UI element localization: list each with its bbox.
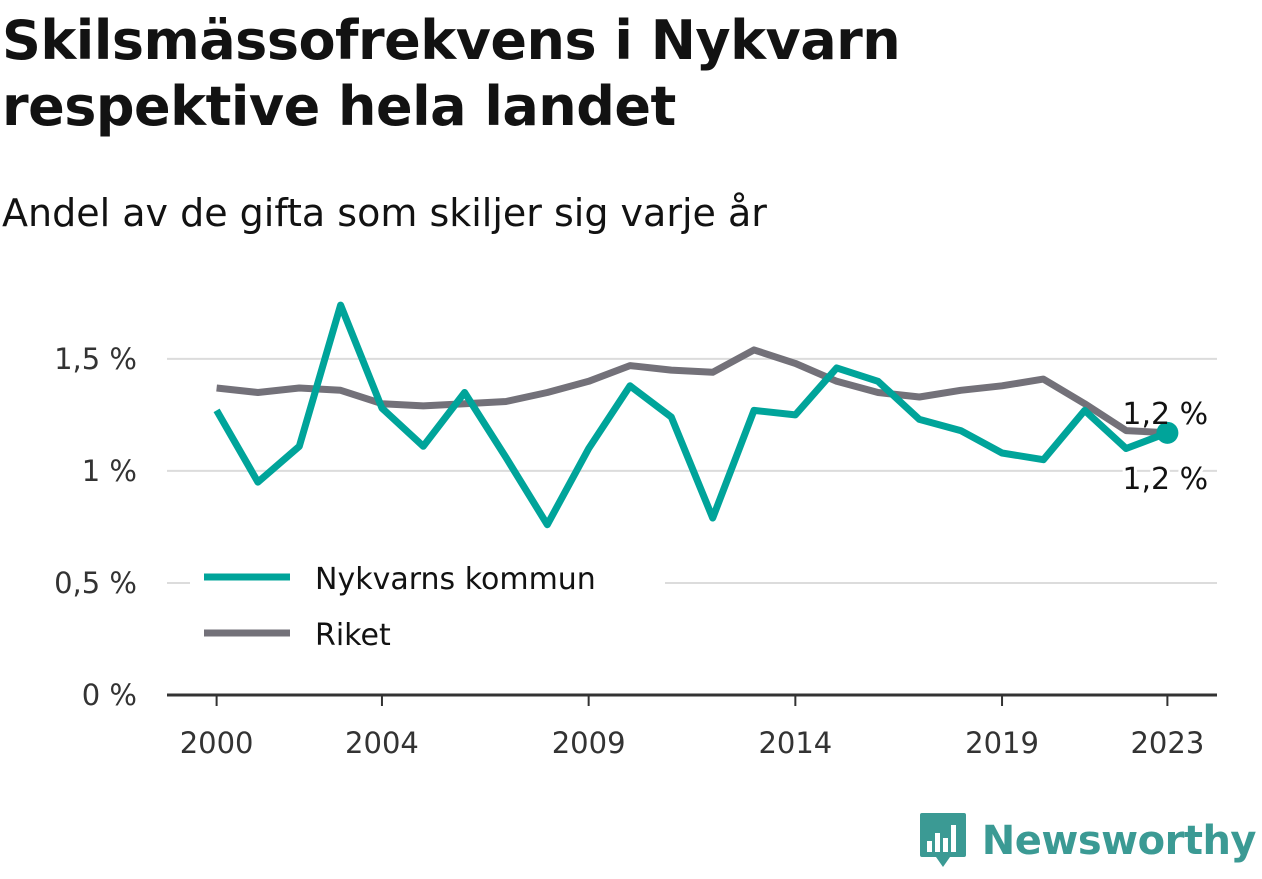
legend-label-riket: Riket (315, 618, 391, 653)
x-tick-label: 2004 (345, 726, 419, 760)
y-tick-label: 1 % (82, 454, 137, 488)
brand-name: Newsworthy (981, 818, 1257, 864)
legend-background (190, 545, 665, 660)
legend: Nykvarns kommun Riket (190, 545, 665, 660)
end-label-riket: 1,2 % (1122, 397, 1208, 432)
x-tick-label: 2023 (1130, 726, 1204, 760)
y-tick-label: 0 % (82, 678, 137, 712)
end-point-marker (1156, 421, 1179, 444)
series-line-riket (216, 346, 1168, 437)
y-tick-label: 0,5 % (54, 566, 137, 600)
x-tick-label: 2019 (965, 726, 1039, 760)
y-tick-label: 1,5 % (54, 342, 137, 376)
end-labels: 1,2 % 1,2 % (1119, 397, 1211, 500)
chart-subtitle: Andel av de gifta som skiljer sig varje … (2, 191, 767, 235)
x-tick-label: 2014 (758, 726, 832, 760)
end-label-nykvarn: 1,2 % (1122, 462, 1208, 497)
x-tick-label: 2000 (180, 726, 254, 760)
x-axis: 2000 2004 2009 2014 2019 2023 (167, 693, 1217, 760)
newsworthy-brand: Newsworthy (918, 811, 1257, 871)
series-lines (213, 301, 1179, 529)
x-tick-label: 2009 (552, 726, 626, 760)
newsworthy-logo-icon (919, 813, 966, 867)
chart-title: Skilsmässofrekvens i Nykvarn respektive … (2, 9, 901, 138)
y-axis-ticks: 0 % 0,5 % 1 % 1,5 % (54, 342, 137, 712)
series-line-nykvarn (213, 301, 1169, 529)
legend-label-nykvarn: Nykvarns kommun (315, 562, 596, 597)
